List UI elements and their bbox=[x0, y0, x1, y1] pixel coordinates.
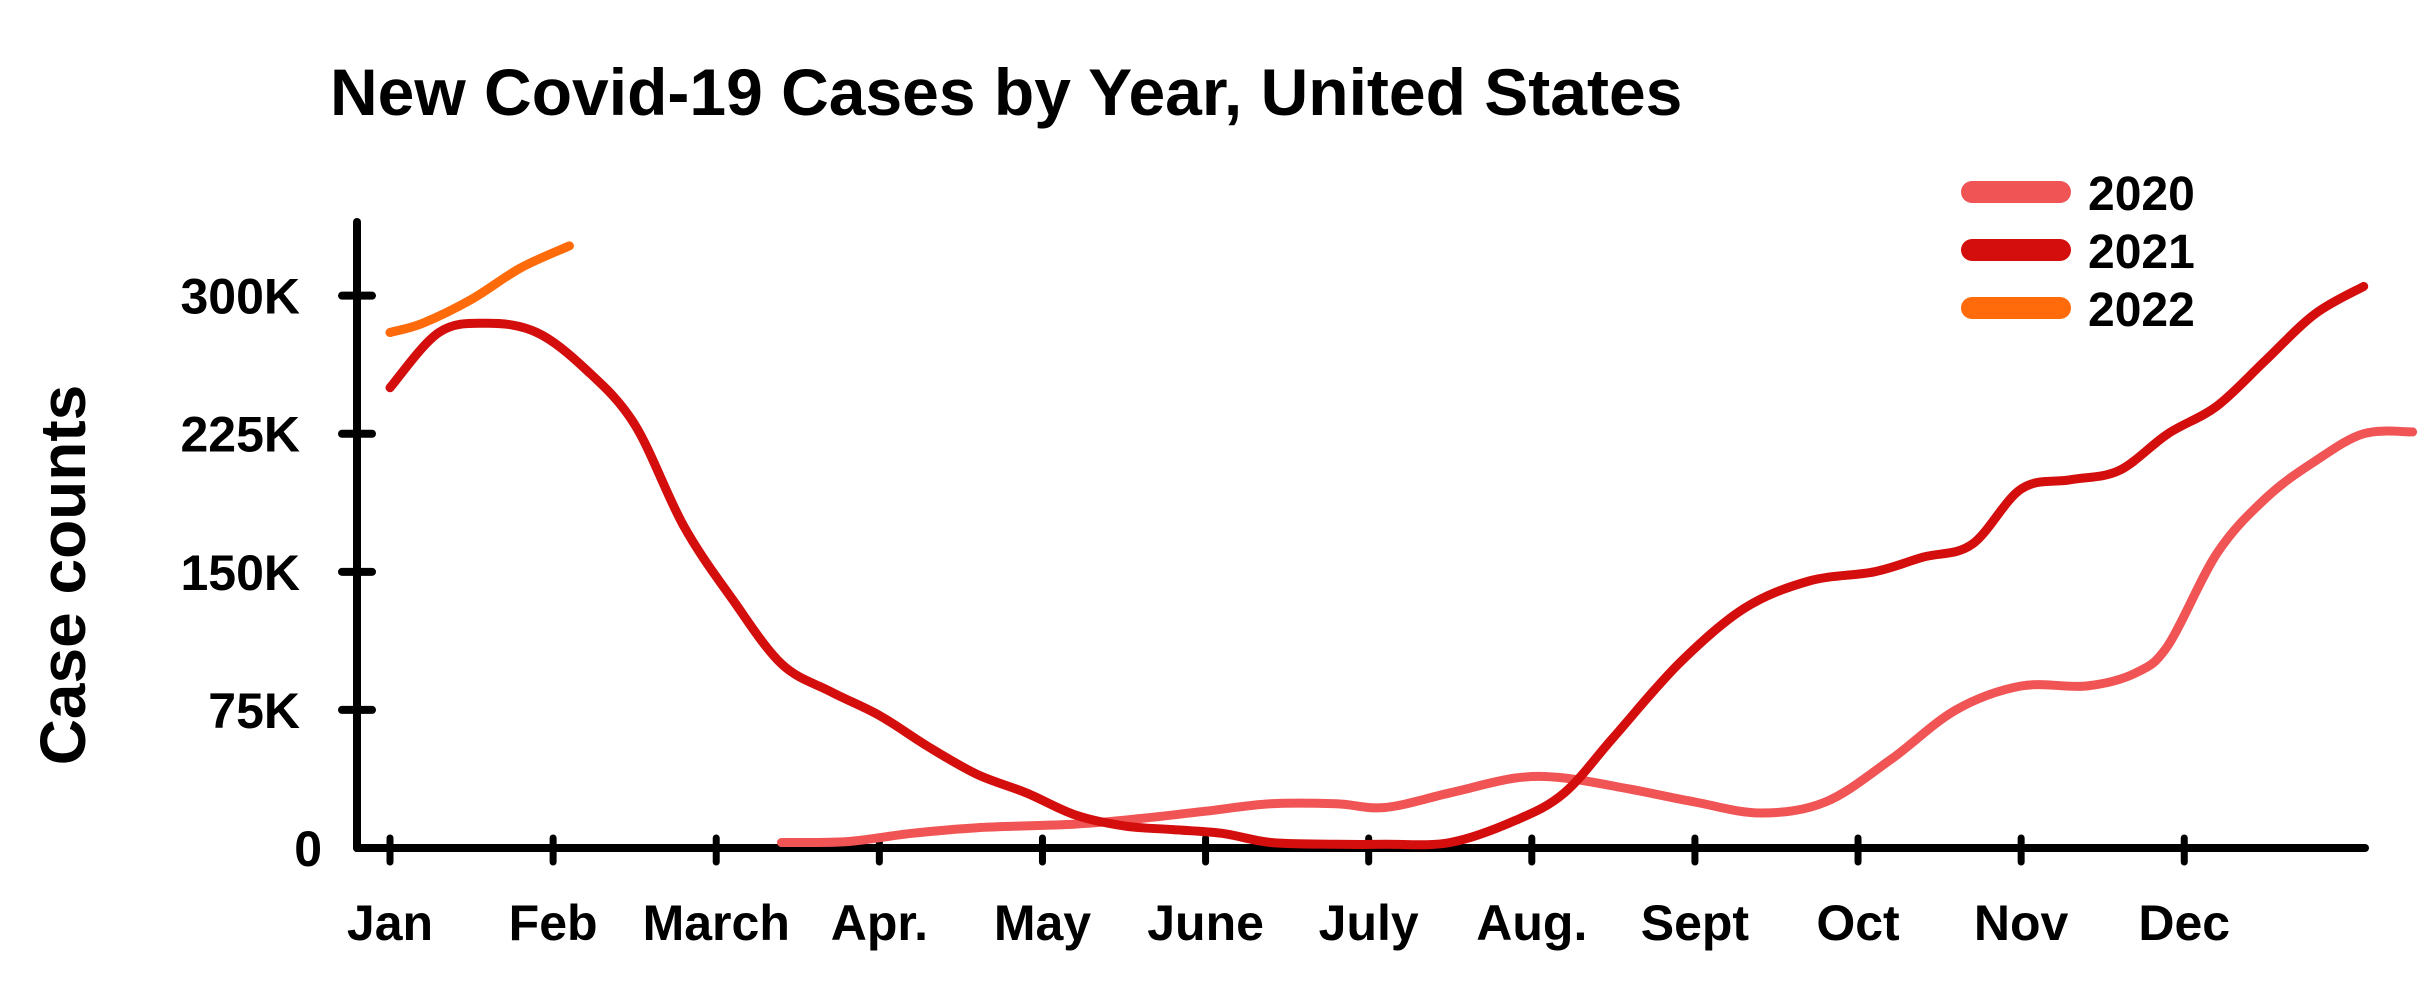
x-tick-label: Sept bbox=[1641, 895, 1750, 951]
x-tick-label: July bbox=[1319, 895, 1419, 951]
x-tick-label: Aug. bbox=[1476, 895, 1587, 951]
x-tick-label: Feb bbox=[509, 895, 598, 951]
x-tick-label: Dec bbox=[2138, 895, 2230, 951]
legend-label-2022: 2022 bbox=[2088, 284, 2195, 337]
x-tick-label: May bbox=[994, 895, 1091, 951]
y-tick-label: 225K bbox=[180, 407, 300, 463]
y-axis-label: Case counts bbox=[27, 385, 99, 766]
series-line-2020 bbox=[777, 426, 2418, 848]
y-tick-label: 150K bbox=[180, 545, 300, 601]
y-tick-label: 300K bbox=[180, 269, 300, 325]
x-tick-label: Nov bbox=[1974, 895, 2069, 951]
chart-title: New Covid-19 Cases by Year, United State… bbox=[330, 55, 1682, 129]
x-tick-label: Apr. bbox=[831, 895, 928, 951]
x-tick-label: June bbox=[1147, 895, 1264, 951]
series-layer bbox=[385, 241, 2418, 850]
y-tick-label: 0 bbox=[294, 821, 322, 877]
legend-label-2020: 2020 bbox=[2088, 168, 2195, 221]
y-ticks: 0 75K 150K 225K 300K bbox=[180, 269, 376, 877]
y-tick-label: 75K bbox=[208, 683, 300, 739]
x-ticks: Jan Feb March Apr. May June July Aug. Sept Oct Nov… bbox=[347, 834, 2230, 951]
x-tick-label: Jan bbox=[347, 895, 433, 951]
legend-label-2021: 2021 bbox=[2088, 226, 2195, 279]
x-tick-label: March bbox=[643, 895, 790, 951]
x-tick-label: Oct bbox=[1816, 895, 1900, 951]
series-line-2022 bbox=[385, 241, 574, 337]
series-line-2021 bbox=[385, 281, 2369, 850]
